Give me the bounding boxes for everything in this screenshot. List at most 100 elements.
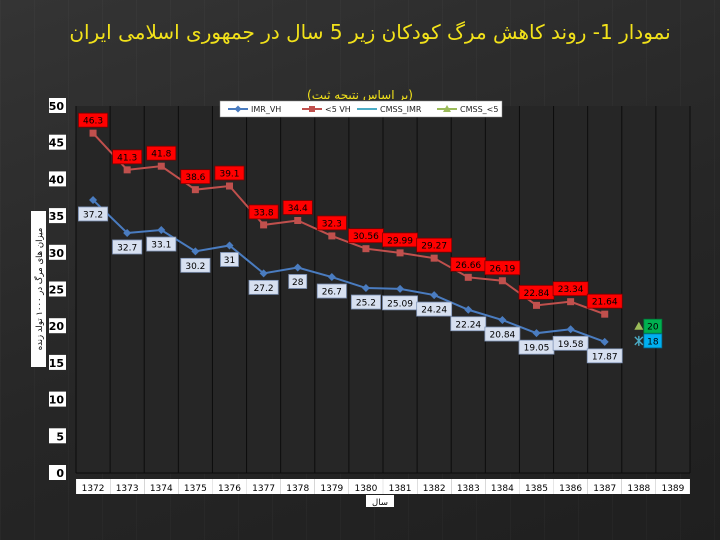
imr-series-line: [92, 199, 606, 343]
data-label-imr: 25.2: [350, 294, 381, 310]
data-label-imr-text: 25.09: [387, 299, 413, 309]
x-tick-label: 1380: [348, 479, 383, 494]
data-point: [123, 228, 132, 237]
data-label-cmss-u5: 20: [643, 318, 663, 334]
x-tick-chip: [212, 479, 247, 494]
data-point: [430, 291, 439, 300]
data-label-cmss-imr-text: 18: [647, 337, 659, 347]
y-tick-text: 15: [49, 357, 64, 370]
x-tick-text: 1380: [354, 484, 377, 494]
x-tick-chip: [451, 479, 486, 494]
data-label-imr: 22.24: [450, 316, 487, 332]
y-tick-chip: [49, 354, 66, 370]
data-point: [328, 232, 336, 240]
x-tick-chip: [144, 479, 179, 494]
y-tick-chip: [49, 391, 66, 407]
x-tick-text: 1381: [389, 484, 412, 494]
data-label-imr-box: [248, 279, 279, 295]
data-label-u5: 46.3: [78, 112, 109, 128]
data-label-u5-text: 26.19: [490, 264, 516, 274]
data-point: [327, 273, 336, 282]
x-tick-text: 1389: [661, 484, 684, 494]
data-label-u5-box: [484, 260, 521, 276]
data-label-u5-text: 23.34: [558, 285, 584, 295]
y-tick-chip: [49, 171, 66, 187]
legend-marker: [234, 105, 242, 113]
data-point: [191, 247, 200, 256]
x-tick-chip: [178, 479, 213, 494]
x-tick-label: 1383: [451, 479, 486, 494]
cmss-imr-marker: [634, 335, 644, 346]
data-label-imr: 32.7: [112, 239, 143, 255]
data-label-u5-text: 29.27: [421, 242, 447, 252]
y-tick-text: 40: [49, 173, 65, 186]
data-label-imr: 25.09: [382, 295, 418, 311]
x-tick-chip: [553, 479, 588, 494]
data-label-u5-text: 33.8: [254, 208, 274, 218]
x-tick-label: 1372: [76, 479, 111, 494]
data-label-u5: 41.8: [146, 145, 177, 161]
x-tick-chip: [417, 479, 452, 494]
x-tick-text: 1377: [252, 484, 275, 494]
data-label-imr-box: [416, 301, 453, 317]
x-tick-chip: [519, 479, 554, 494]
data-label-imr-text: 27.2: [254, 284, 274, 294]
x-tick-chip: [76, 479, 111, 494]
y-tick-chip: [49, 244, 66, 260]
x-tick-text: 1384: [491, 484, 514, 494]
y-axis-title-chip: [31, 211, 46, 367]
data-label-imr-box: [112, 239, 143, 255]
data-label-imr-text: 28: [292, 278, 304, 288]
data-point: [566, 325, 575, 334]
data-label-u5-box: [282, 200, 313, 215]
data-label-u5-text: 41.8: [151, 150, 171, 160]
cmss-u5-marker: [634, 321, 644, 330]
legend-marker: [443, 105, 451, 112]
data-label-imr-box: [484, 326, 521, 342]
y-tick-label: 25: [49, 281, 66, 297]
data-point: [294, 217, 302, 225]
y-tick-text: 25: [49, 284, 64, 297]
x-tick-label: 1377: [246, 479, 281, 494]
data-label-imr-text: 33.1: [151, 241, 171, 251]
data-label-imr-box: [180, 257, 211, 273]
data-label-u5-box: [248, 204, 279, 220]
data-label-u5-text: 41.3: [117, 153, 137, 163]
data-point: [157, 226, 166, 235]
data-label-u5-text: 38.6: [185, 173, 205, 183]
imr-series: [89, 195, 609, 346]
data-label-imr: 28: [288, 274, 308, 289]
data-point: [157, 162, 165, 170]
data-label-u5: 41.3: [112, 149, 143, 165]
data-label-u5-text: 39.1: [219, 170, 239, 180]
data-label-imr-box: [450, 316, 487, 332]
data-label-imr-text: 24.24: [421, 306, 447, 316]
data-label-u5-box: [180, 169, 211, 185]
x-tick-text: 1388: [627, 484, 650, 494]
x-axis-title-chip: [366, 495, 394, 507]
data-label-u5-text: 32.3: [322, 219, 342, 229]
data-point: [600, 337, 609, 346]
x-tick-label: 1376: [212, 479, 247, 494]
data-label-imr-text: 25.2: [356, 299, 376, 309]
data-label-u5-text: 26.66: [455, 261, 481, 271]
data-point: [259, 269, 268, 278]
x-tick-text: 1373: [116, 484, 139, 494]
data-label-imr-text: 26.7: [322, 288, 342, 298]
x-tick-text: 1372: [82, 484, 105, 494]
x-axis-title-text: سال: [372, 498, 388, 508]
y-tick-label: 0: [49, 465, 66, 480]
data-label-u5: 32.3: [316, 215, 347, 231]
y-tick-text: 30: [49, 247, 65, 260]
x-tick-label: 1388: [621, 479, 656, 494]
data-label-u5-box: [146, 145, 177, 161]
data-point: [225, 241, 234, 250]
y-tick-label: 20: [49, 318, 66, 334]
data-label-u5-box: [586, 293, 623, 309]
data-label-u5: 26.66: [450, 256, 487, 272]
legend-label: CMSS_<5: [460, 105, 498, 114]
data-label-u5: 30.56: [348, 228, 384, 244]
data-label-imr-box: [350, 294, 381, 310]
x-tick-chip: [246, 479, 281, 494]
data-point: [123, 166, 131, 174]
